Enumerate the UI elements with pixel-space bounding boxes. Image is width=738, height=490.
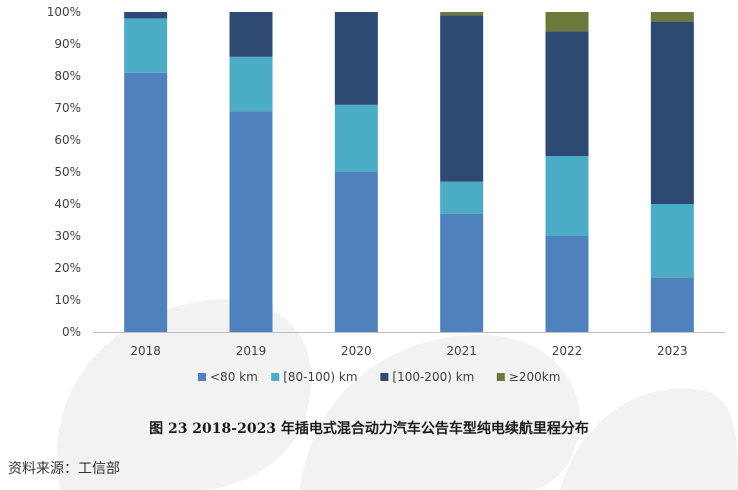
bar-segment (334, 172, 378, 332)
bar-segment (545, 156, 589, 236)
x-tick-label: 2023 (657, 344, 688, 358)
y-tick-label: 80% (54, 69, 81, 83)
bar-segment (440, 213, 484, 332)
x-tick-label: 2020 (341, 344, 372, 358)
x-tick-label: 2021 (446, 344, 477, 358)
chart-area: 0% 10% 20% 30% 40% 50% 60% 70% 80% 90% 100% 2018 201… (47, 5, 725, 384)
bar-segment (440, 181, 484, 214)
bar-segment (124, 12, 168, 19)
bar-segment (334, 104, 378, 172)
legend-swatch (380, 373, 389, 381)
bar-segment (650, 204, 694, 278)
y-tick-label: 70% (54, 101, 81, 115)
bar-segment (650, 12, 694, 22)
legend-label: ≥200km (509, 370, 561, 384)
source-note: 资料来源：工信部 (8, 461, 120, 477)
bar-segment (229, 56, 273, 112)
bar-segment (545, 236, 589, 332)
bar-segment (334, 12, 378, 105)
bar-segment (545, 12, 589, 32)
x-tick-label: 2022 (552, 344, 583, 358)
stacked-bar-chart: 0% 10% 20% 30% 40% 50% 60% 70% 80% 90% 100% 2018 201… (47, 5, 725, 384)
y-tick-label: 100% (47, 5, 81, 19)
bar-segment (229, 111, 273, 332)
x-tick-label: 2019 (236, 344, 267, 358)
y-tick-label: 90% (54, 37, 81, 51)
bar-segment (229, 12, 273, 57)
bar-segment (650, 21, 694, 204)
y-tick-label: 0% (62, 325, 81, 339)
legend-swatch (198, 373, 206, 381)
y-tick-label: 30% (54, 229, 81, 243)
bar-segment (124, 72, 168, 333)
y-tick-label: 50% (54, 165, 81, 179)
bar-segment (545, 31, 589, 157)
x-tick-label: 2018 (130, 344, 161, 358)
bar-segment (440, 12, 484, 16)
legend-label: <80 km (210, 370, 258, 384)
legend-swatch (496, 373, 505, 381)
y-tick-label: 60% (54, 133, 81, 147)
figure-caption: 图 23 2018-2023 年插电式混合动力汽车公告车型纯电续航里程分布 (149, 421, 589, 437)
y-tick-label: 20% (54, 261, 81, 275)
bar-segment (650, 277, 694, 332)
y-tick-label: 10% (54, 293, 81, 307)
bar-segment (440, 15, 484, 182)
legend-swatch (271, 373, 280, 381)
y-tick-label: 40% (54, 197, 81, 211)
bar-segment (124, 18, 168, 73)
legend-label: [80-100) km (283, 370, 357, 384)
legend-label: [100-200) km (392, 370, 474, 384)
